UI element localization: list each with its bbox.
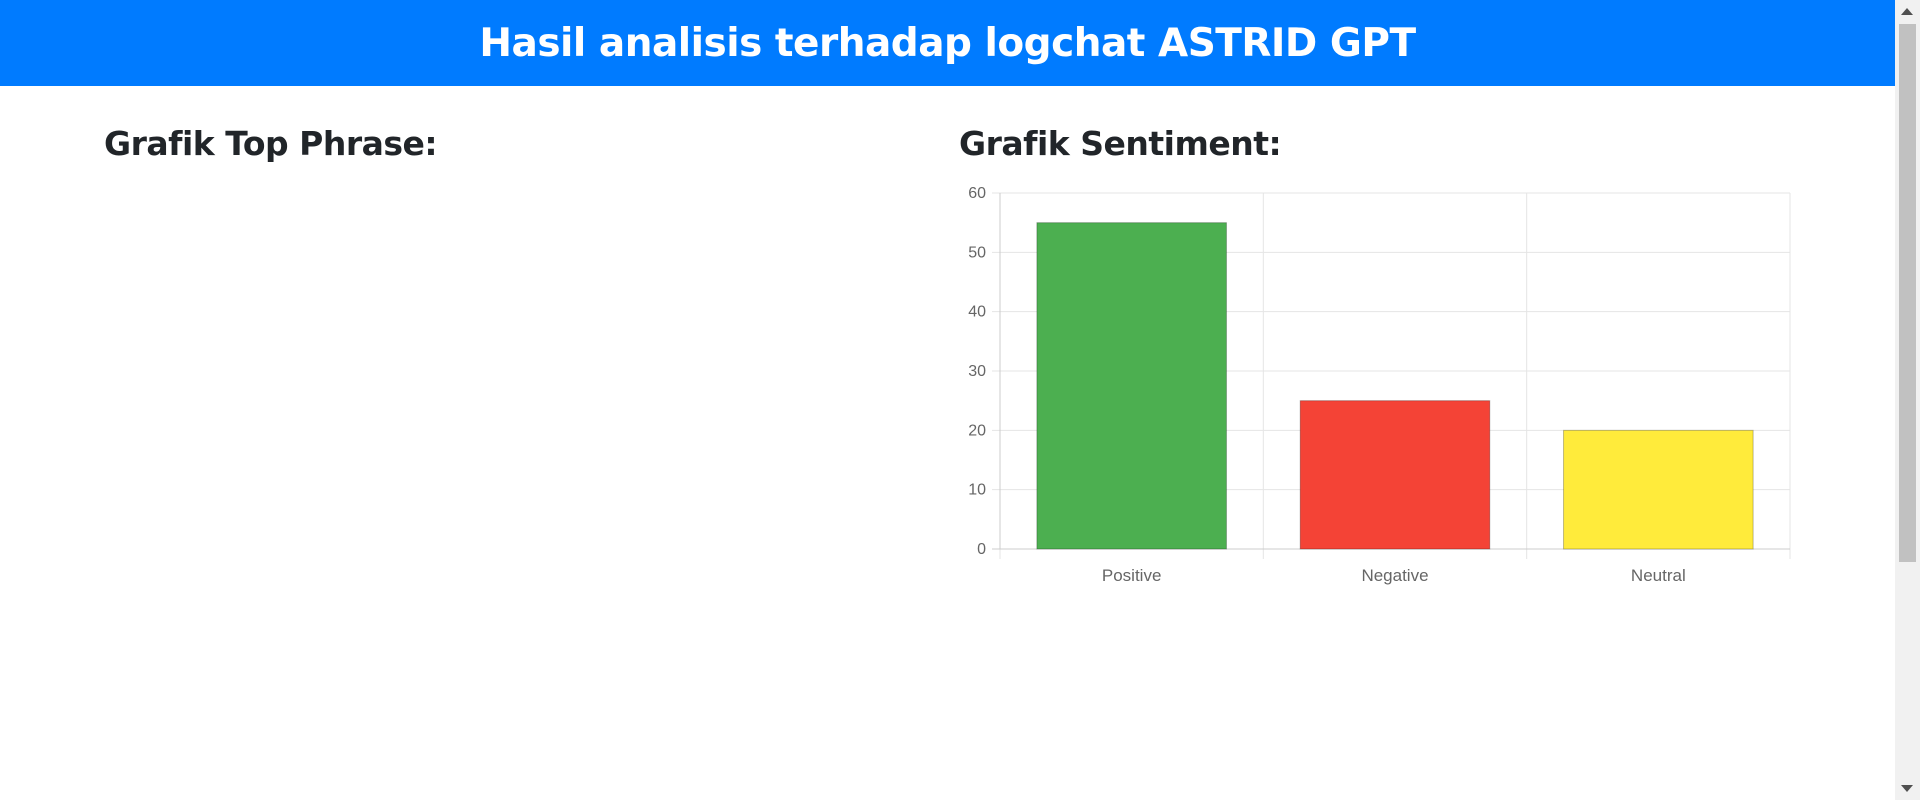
sentiment-chart-svg: 0 10 20 30 40 50 60 Positive Negative Neutral (968, 185, 1791, 585)
y-tick-label: 30 (968, 363, 986, 380)
y-tick-label: 50 (968, 244, 986, 261)
scroll-up-arrow-icon[interactable] (1901, 8, 1913, 15)
sentiment-chart: 0 10 20 30 40 50 60 Positive Negative Neutral (950, 175, 1800, 595)
page-title: Hasil analisis terhadap logchat ASTRID G… (479, 20, 1416, 66)
x-tick-label: Positive (1102, 566, 1162, 585)
y-tick-label: 20 (968, 422, 986, 439)
bar-positive (1036, 222, 1227, 550)
scroll-down-arrow-icon[interactable] (1901, 785, 1913, 792)
page-header: Hasil analisis terhadap logchat ASTRID G… (0, 0, 1895, 86)
y-tick-label: 40 (968, 304, 986, 321)
y-tick-label: 10 (968, 482, 986, 499)
top-phrase-chart-title: Grafik Top Phrase: (104, 124, 438, 163)
x-tick-label: Negative (1361, 566, 1428, 585)
bar-negative (1299, 400, 1491, 550)
y-tick-label: 0 (977, 541, 986, 558)
bar-neutral (1563, 429, 1754, 550)
sentiment-chart-title: Grafik Sentiment: (959, 124, 1282, 163)
vertical-scrollbar[interactable] (1895, 0, 1920, 800)
scrollbar-thumb[interactable] (1899, 24, 1916, 562)
y-tick-label: 60 (968, 185, 986, 202)
x-tick-label: Neutral (1631, 566, 1686, 585)
